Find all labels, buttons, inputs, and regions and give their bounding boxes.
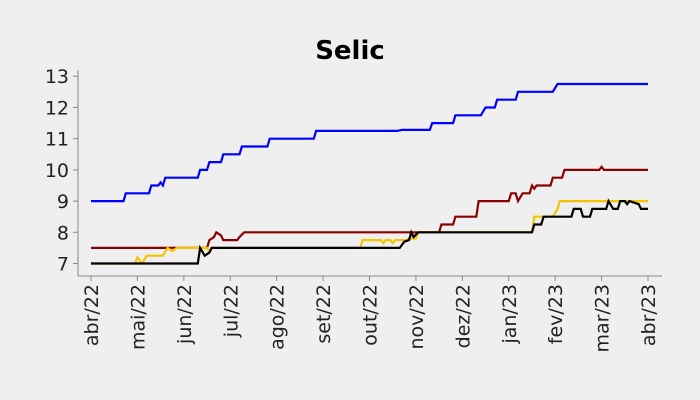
x-tick-label: abr/22 <box>81 284 103 346</box>
y-tick-label: 9 <box>57 191 69 213</box>
series-line-0 <box>91 82 648 203</box>
y-tick-label: 10 <box>45 160 69 182</box>
y-tick-label: 8 <box>57 222 69 244</box>
x-tick-label: jan/23 <box>499 284 521 345</box>
series-line-3 <box>91 198 648 265</box>
chart-title: Selic <box>315 36 385 66</box>
y-ticks: 7 8 9 10 11 12 13 <box>45 66 78 276</box>
x-tick-label: fev/23 <box>545 284 567 344</box>
series-line-1 <box>91 164 648 249</box>
x-tick-label: nov/22 <box>406 284 428 350</box>
plot-area <box>77 70 662 277</box>
y-tick-label: 7 <box>57 254 69 276</box>
y-tick-label: 13 <box>45 66 69 88</box>
x-tick-label: dez/22 <box>452 284 474 348</box>
x-tick-label: mai/22 <box>127 284 149 350</box>
x-tick-label: jun/22 <box>174 284 196 345</box>
y-tick-label: 12 <box>45 97 69 119</box>
x-tick-label: abr/23 <box>638 284 660 346</box>
series-layer <box>91 82 648 266</box>
x-ticks: abr/22 mai/22 jun/22 jul/22 ago/22 set/22 out/… <box>81 276 660 353</box>
x-tick-label: set/22 <box>313 284 335 344</box>
x-tick-label: jul/22 <box>220 284 242 338</box>
x-tick-label: mar/23 <box>592 284 614 353</box>
x-tick-label: out/22 <box>360 284 382 346</box>
y-tick-label: 11 <box>45 129 69 151</box>
x-tick-label: ago/22 <box>267 284 289 350</box>
